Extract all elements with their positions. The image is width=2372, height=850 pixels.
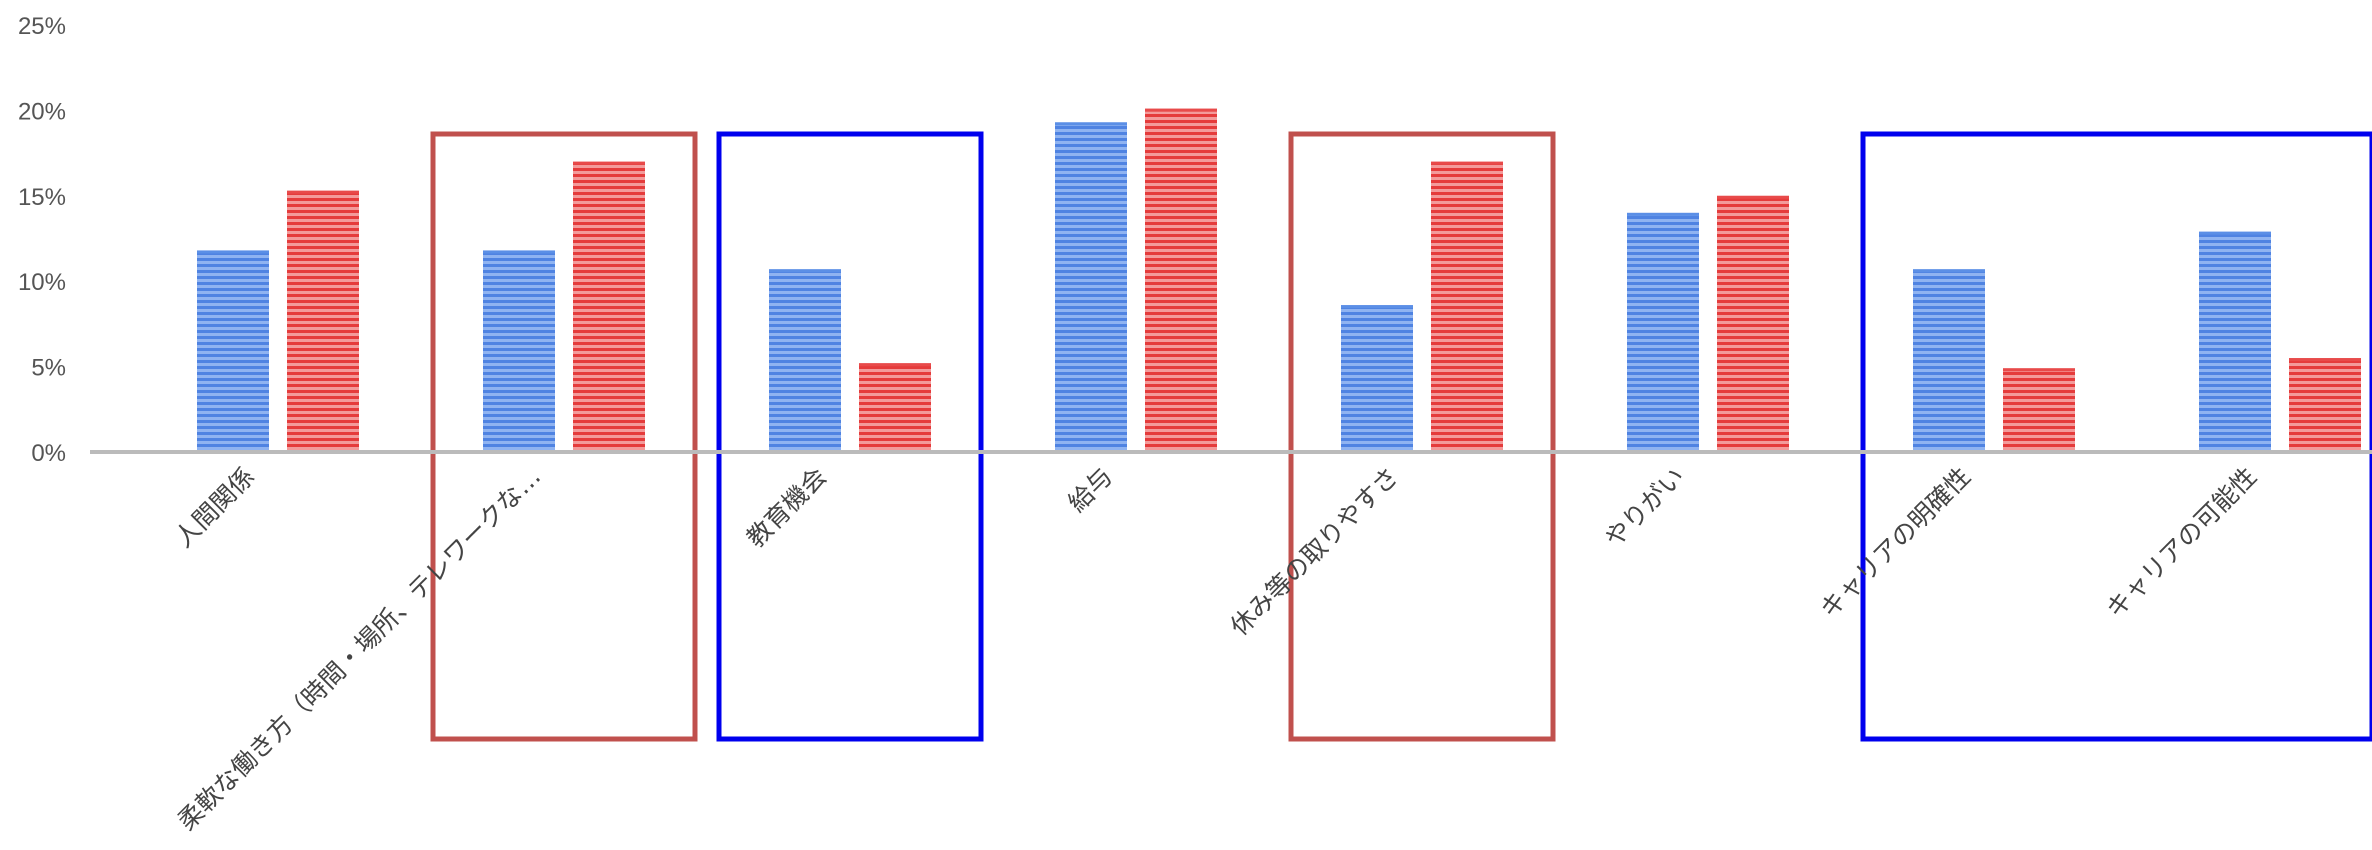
category-label: 人間関係 [169,462,260,553]
bar-series0-cat5 [1627,212,1699,452]
bar-top-series0-cat0 [197,250,269,254]
bar-top-series1-cat7 [2289,358,2361,362]
bar-top-series0-cat5 [1627,212,1699,216]
bar-top-series1-cat1 [573,161,645,165]
highlight-box-0 [430,131,698,742]
bar-series1-cat2 [859,363,931,452]
bar-series1-cat6 [2003,368,2075,452]
y-tick-label: 5% [31,355,66,382]
bar-top-series1-cat2 [859,363,931,367]
bar-series0-cat6 [1913,269,1985,452]
bar-top-series0-cat3 [1055,122,1127,126]
bar-top-series1-cat6 [2003,368,2075,372]
bar-series0-cat1 [483,250,555,452]
bar-top-series1-cat4 [1431,161,1503,165]
category-label: 休み等の取りやすさ [1225,462,1405,642]
bar-series1-cat0 [287,190,359,452]
bar-top-series0-cat2 [769,269,841,273]
y-tick-label: 15% [18,184,66,211]
category-label: 給与 [1062,462,1118,518]
bars [197,108,2361,453]
bar-series1-cat7 [2289,358,2361,452]
y-tick-label: 25% [18,13,66,40]
bar-top-series0-cat7 [2199,231,2271,235]
bar-series0-cat4 [1341,305,1413,452]
bar-series1-cat4 [1431,161,1503,452]
bar-series1-cat5 [1717,195,1789,453]
bar-top-series0-cat6 [1913,269,1985,273]
y-tick-label: 20% [18,98,66,125]
highlight-box-3 [1860,131,2372,742]
category-label: 教育機会 [741,462,832,553]
y-tick-label: 10% [18,269,66,296]
bar-top-series0-cat4 [1341,305,1413,309]
category-label: キャリアの可能性 [2100,462,2262,624]
bar-series0-cat0 [197,250,269,452]
bar-top-series1-cat5 [1717,195,1789,199]
bar-series0-cat7 [2199,231,2271,452]
bar-top-series1-cat3 [1145,108,1217,112]
bar-series1-cat3 [1145,108,1217,452]
bar-series0-cat2 [769,269,841,452]
highlight-box-2 [1288,131,1556,742]
bar-top-series0-cat1 [483,250,555,254]
bar-series1-cat1 [573,161,645,452]
bar-series0-cat3 [1055,122,1127,452]
bar-top-series1-cat0 [287,190,359,194]
highlight-boxes [430,131,2372,742]
y-tick-label: 0% [31,440,66,467]
y-tick-labels: 0% 5% 10% 15% 20% 25% [18,13,66,467]
highlight-box-1 [716,131,984,742]
category-label: やりがい [1599,462,1690,553]
category-label: 柔軟な働き方（時間・場所、テレワークな… [172,462,546,836]
category-label: キャリアの明確性 [1814,462,1976,624]
